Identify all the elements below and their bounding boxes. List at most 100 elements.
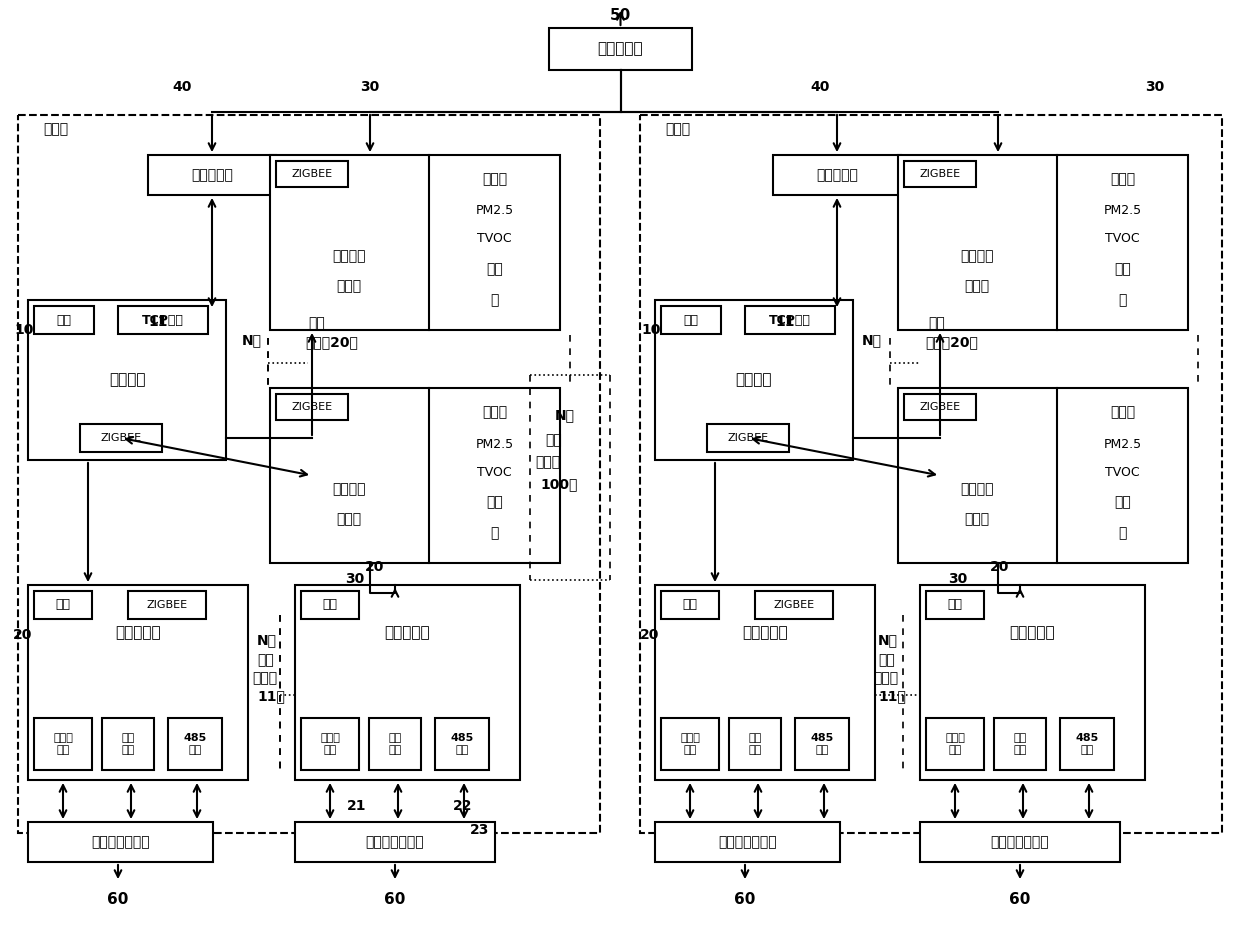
Text: 40: 40 [172, 80, 192, 94]
Text: 继电器
输出: 继电器 输出 [53, 733, 73, 755]
Text: 485
输出: 485 输出 [1075, 733, 1099, 755]
Text: 30: 30 [361, 80, 379, 94]
Bar [118, 306, 208, 334]
Text: 主控制器: 主控制器 [109, 372, 145, 387]
Text: 主控制器: 主控制器 [735, 372, 773, 387]
Text: 环境参数: 环境参数 [960, 249, 993, 264]
Text: 最大: 最大 [308, 316, 325, 330]
Text: 温湿度: 温湿度 [1110, 172, 1135, 187]
Text: 485
输出: 485 输出 [450, 733, 474, 755]
Text: 电源: 电源 [322, 599, 337, 611]
Text: 无线路由器: 无线路由器 [816, 168, 858, 182]
Text: 20: 20 [640, 628, 660, 642]
Bar [994, 718, 1047, 770]
Text: TVOC: TVOC [477, 232, 512, 246]
Text: 最大: 最大 [928, 316, 945, 330]
Text: 等: 等 [1118, 293, 1127, 307]
Bar [277, 394, 348, 420]
Text: 房间号: 房间号 [43, 122, 68, 136]
Bar [773, 155, 901, 195]
Bar [29, 585, 248, 780]
Bar [435, 718, 489, 770]
Text: ZIGBEE: ZIGBEE [728, 433, 769, 443]
Text: 温湿度: 温湿度 [1110, 406, 1135, 420]
Text: 继电器
输出: 继电器 输出 [945, 733, 965, 755]
Text: 等: 等 [1118, 526, 1127, 540]
Bar [370, 718, 422, 770]
Bar [102, 718, 154, 770]
Text: 电源: 电源 [947, 599, 962, 611]
Text: 温湿度: 温湿度 [482, 172, 507, 187]
Bar [270, 155, 560, 330]
Text: 不超过20个: 不超过20个 [925, 335, 978, 349]
Bar [277, 161, 348, 187]
Text: 23: 23 [470, 823, 490, 837]
Text: 设备驱动器: 设备驱动器 [115, 625, 161, 641]
Text: 设备驱动器: 设备驱动器 [743, 625, 787, 641]
Text: 甲醛: 甲醛 [486, 262, 503, 276]
Text: 设备驱动器: 设备驱动器 [1009, 625, 1055, 641]
Text: ZIGBEE: ZIGBEE [100, 433, 141, 443]
Text: 485
输出: 485 输出 [811, 733, 833, 755]
Text: 60: 60 [384, 893, 405, 907]
Text: ZIGBEE: ZIGBEE [919, 169, 961, 179]
Bar [301, 718, 360, 770]
Text: 中央控制器: 中央控制器 [598, 42, 644, 56]
Text: N个: N个 [556, 408, 575, 422]
Text: 环境参数: 环境参数 [332, 249, 366, 264]
Text: 采集器: 采集器 [965, 512, 990, 526]
Text: 最大: 最大 [546, 433, 562, 447]
Text: 采集器: 采集器 [336, 279, 362, 293]
Text: 50: 50 [609, 8, 631, 23]
Text: 甲醛: 甲醛 [1114, 262, 1131, 276]
Text: 房间号: 房间号 [666, 122, 691, 136]
Text: 30: 30 [345, 572, 365, 586]
Bar [29, 822, 213, 862]
Text: ZIGBEE: ZIGBEE [146, 600, 187, 610]
Text: ZIGBEE: ZIGBEE [919, 402, 961, 412]
Text: 60: 60 [108, 893, 129, 907]
Text: 不超过: 不超过 [873, 671, 898, 685]
Text: 22: 22 [453, 799, 472, 813]
Bar [898, 155, 1188, 330]
Bar [549, 28, 692, 70]
Text: 采集器: 采集器 [336, 512, 362, 526]
Bar [295, 585, 520, 780]
Bar [707, 424, 789, 452]
Text: N个: N个 [862, 333, 882, 347]
Text: 红外
输出: 红外 输出 [388, 733, 402, 755]
Bar [655, 300, 853, 460]
Bar [270, 388, 560, 563]
Text: PM2.5: PM2.5 [475, 205, 513, 217]
Bar [148, 155, 277, 195]
Text: 环境参数: 环境参数 [960, 483, 993, 497]
Text: 继电器
输出: 继电器 输出 [680, 733, 699, 755]
Text: 输出去接口设备: 输出去接口设备 [991, 835, 1049, 849]
Bar [655, 822, 839, 862]
Text: 甲醛: 甲醛 [1114, 495, 1131, 508]
Text: 21: 21 [347, 799, 367, 813]
Text: 红外
输出: 红外 输出 [749, 733, 761, 755]
Bar [19, 115, 600, 833]
Text: 电源: 电源 [56, 599, 71, 611]
Text: 无线路由器: 无线路由器 [191, 168, 233, 182]
Text: N个: N个 [257, 633, 277, 647]
Text: 输出去接口设备: 输出去接口设备 [92, 835, 150, 849]
Bar [661, 591, 719, 619]
Bar [904, 394, 976, 420]
Text: PM2.5: PM2.5 [1104, 205, 1142, 217]
Text: 10: 10 [641, 323, 661, 337]
Bar [29, 300, 226, 460]
Text: 不超过: 不超过 [534, 455, 560, 469]
Text: 环境参数: 环境参数 [332, 483, 366, 497]
Text: 电源: 电源 [57, 313, 72, 327]
Text: TCP网口: TCP网口 [769, 313, 811, 327]
Text: 20: 20 [12, 628, 32, 642]
Text: 电源: 电源 [682, 599, 697, 611]
Bar [301, 591, 360, 619]
Text: 温湿度: 温湿度 [482, 406, 507, 420]
Text: 最大: 最大 [257, 653, 274, 667]
Text: N个: N个 [878, 633, 898, 647]
Bar [33, 591, 92, 619]
Bar [128, 591, 206, 619]
